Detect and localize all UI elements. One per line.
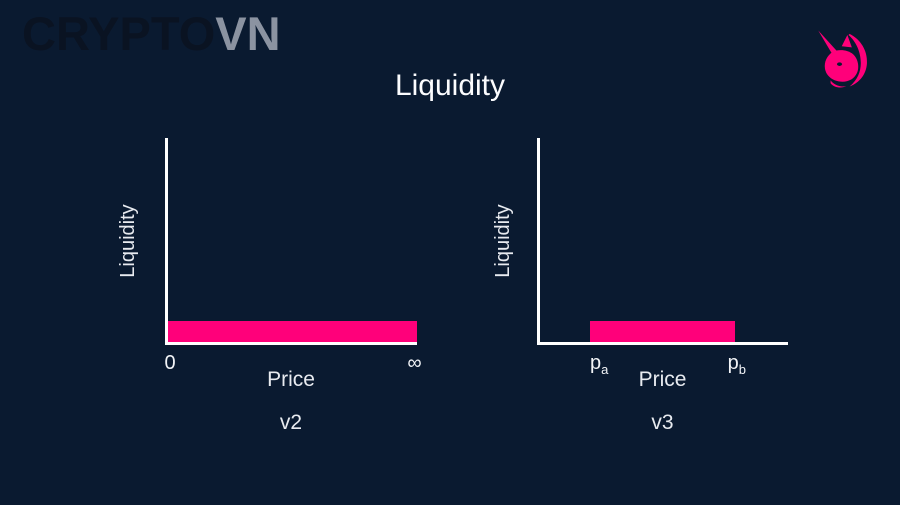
liquidity-band-v2 — [168, 320, 417, 342]
plot-area-v2 — [165, 138, 417, 345]
y-axis-line-v3 — [537, 138, 540, 345]
tick-label: p — [727, 352, 739, 374]
y-axis-line-v2 — [165, 138, 168, 345]
plot-area-v3 — [537, 138, 788, 345]
x-axis-label-v2: Price — [267, 368, 315, 391]
x-ticks-v2: 0 ∞ — [164, 352, 421, 378]
tick-label: 0 — [164, 352, 176, 374]
x-tick-pb: pb — [728, 352, 746, 377]
liquidity-band-v3 — [590, 320, 735, 342]
tick-label: ∞ — [407, 352, 422, 374]
chart-caption-v3: v3 — [651, 411, 674, 434]
y-axis-label-v3: Liquidity — [492, 204, 514, 278]
y-axis-label-v2: Liquidity — [117, 204, 139, 278]
brand-crypto-text: CRYPTO — [22, 7, 216, 60]
chart-caption-v2: v2 — [279, 411, 303, 434]
x-axis-line-v3 — [537, 342, 788, 345]
brand-vn-text: VN — [215, 7, 281, 60]
page-title: Liquidity — [394, 69, 506, 102]
x-axis-line-v2 — [165, 342, 417, 345]
tick-sub: b — [738, 362, 746, 377]
brand-logo: CRYPTOVN — [22, 10, 281, 57]
tick-label: p — [590, 352, 602, 374]
uniswap-unicorn-icon — [818, 30, 867, 88]
x-tick-infinity: ∞ — [407, 352, 421, 377]
x-tick-pa: pa — [590, 352, 608, 377]
x-ticks-v3: pa pb — [537, 352, 788, 378]
x-tick-zero: 0 — [164, 352, 175, 377]
x-axis-label-v3: Price — [638, 368, 687, 391]
tick-sub: a — [601, 362, 609, 377]
